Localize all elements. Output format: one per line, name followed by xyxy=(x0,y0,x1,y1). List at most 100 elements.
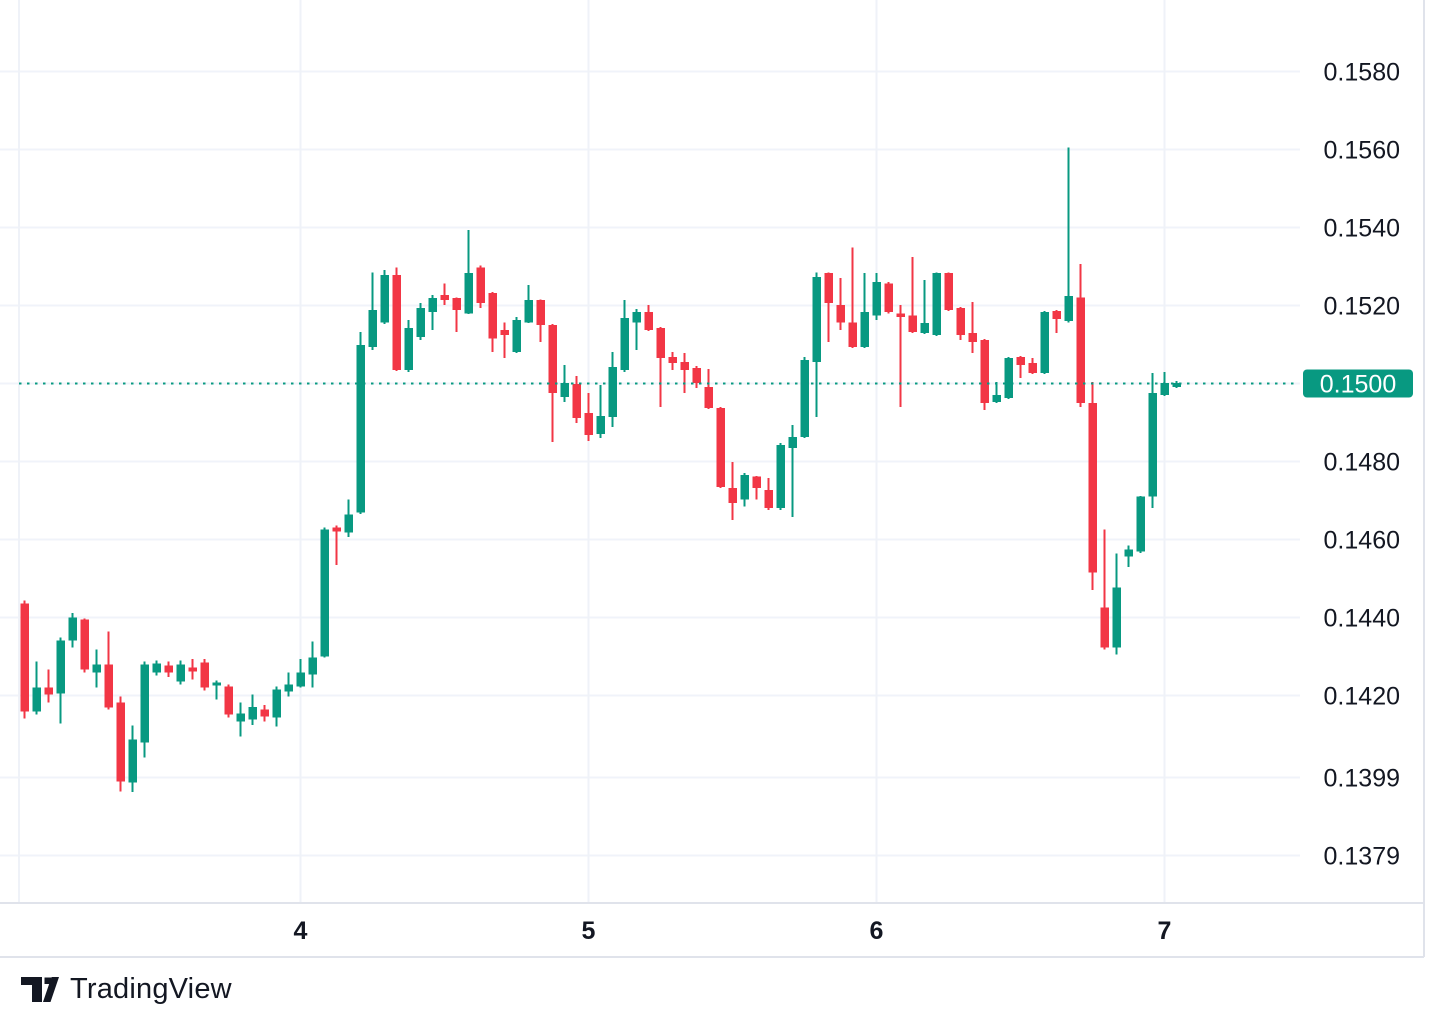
candle xyxy=(176,660,185,685)
candle xyxy=(212,680,221,700)
candle-body-up xyxy=(1124,549,1133,557)
candle-body-up xyxy=(368,310,377,348)
candle xyxy=(20,600,29,719)
candle-body-down xyxy=(704,387,713,409)
candle-body-down xyxy=(644,312,653,331)
candle xyxy=(1172,381,1181,389)
candle-body-down xyxy=(440,294,449,301)
candle-body-down xyxy=(836,305,845,323)
candle-body-up xyxy=(992,394,1001,402)
candle xyxy=(752,475,761,500)
candle-body-down xyxy=(476,267,485,304)
candle xyxy=(1148,372,1157,508)
candle-body-down xyxy=(188,667,197,672)
candle xyxy=(272,686,281,727)
candle xyxy=(392,267,401,372)
candle xyxy=(956,307,965,341)
candle-body-down xyxy=(692,367,701,384)
candle-body-down xyxy=(104,664,113,708)
candle-body-down xyxy=(116,702,125,782)
candle xyxy=(104,631,113,710)
tradingview-attribution[interactable]: TradingView xyxy=(21,975,232,1004)
candle-body-down xyxy=(452,298,461,311)
candle xyxy=(488,292,497,352)
candle xyxy=(236,702,245,737)
candle-body-up xyxy=(560,383,569,398)
time-axis-label: 7 xyxy=(1158,917,1172,945)
candle xyxy=(32,661,41,715)
candle xyxy=(944,272,953,311)
price-axis-label: 0.1379 xyxy=(1324,842,1400,870)
candle xyxy=(308,641,317,688)
candle-body-down xyxy=(896,313,905,318)
candle-body-up xyxy=(1004,358,1013,398)
candle xyxy=(584,392,593,441)
candle-body-up xyxy=(32,687,41,712)
last-price-badge: 0.1500 xyxy=(1303,369,1413,399)
candle-body-down xyxy=(500,330,509,336)
candle-body-down xyxy=(908,315,917,333)
candle-body-up xyxy=(860,312,869,348)
candle-body-up xyxy=(92,664,101,673)
candle xyxy=(536,299,545,343)
candle-body-down xyxy=(80,619,89,670)
candle xyxy=(164,661,173,677)
candle-body-down xyxy=(1100,607,1109,648)
candle-body-down xyxy=(1028,363,1037,373)
candle-body-down xyxy=(668,356,677,364)
candle xyxy=(512,317,521,354)
candle-body-up xyxy=(68,617,77,641)
candle xyxy=(872,273,881,320)
candle xyxy=(440,283,449,306)
candle-body-down xyxy=(848,322,857,348)
candle xyxy=(332,525,341,565)
candle xyxy=(1088,381,1097,590)
candle-body-down xyxy=(956,308,965,336)
candle xyxy=(680,353,689,393)
candle xyxy=(1028,358,1037,375)
candle-body-up xyxy=(236,713,245,722)
candle-body-up xyxy=(356,344,365,513)
candle xyxy=(596,385,605,439)
candle-body-down xyxy=(224,686,233,715)
time-axis-label: 5 xyxy=(582,917,596,945)
candle xyxy=(56,637,65,724)
candle xyxy=(896,305,905,407)
candle-body-up xyxy=(632,312,641,323)
candle-body-up xyxy=(1064,296,1073,322)
candle-body-up xyxy=(140,664,149,743)
candle xyxy=(716,406,725,489)
candle xyxy=(1004,356,1013,400)
price-axis-label: 0.1399 xyxy=(1324,764,1400,792)
candle-body-up xyxy=(620,317,629,370)
candle xyxy=(1112,553,1121,655)
candle xyxy=(812,272,821,418)
candle xyxy=(1040,310,1049,375)
candle-body-down xyxy=(944,273,953,311)
tradingview-logo-icon xyxy=(21,977,59,1002)
candle-body-up xyxy=(524,300,533,323)
candle-body-down xyxy=(488,293,497,339)
grid-layer xyxy=(0,0,1300,903)
candle xyxy=(260,704,269,722)
candle-body-up xyxy=(788,436,797,448)
candle xyxy=(776,443,785,510)
candle xyxy=(404,319,413,373)
time-scale[interactable]: 4 5 6 7 xyxy=(0,902,1424,958)
candle xyxy=(800,356,809,439)
candle xyxy=(464,230,473,315)
candle xyxy=(128,725,137,793)
candle xyxy=(836,278,845,331)
price-axis-label: 0.1420 xyxy=(1324,683,1400,711)
candle xyxy=(356,332,365,514)
candle-body-up xyxy=(152,663,161,673)
candle xyxy=(1064,147,1073,323)
candle-body-down xyxy=(728,488,737,503)
candle xyxy=(1100,529,1109,650)
candle-body-down xyxy=(752,476,761,489)
candle-body-down xyxy=(716,408,725,487)
price-axis-label: 0.1560 xyxy=(1324,137,1400,165)
candle xyxy=(572,376,581,423)
candle xyxy=(620,300,629,373)
